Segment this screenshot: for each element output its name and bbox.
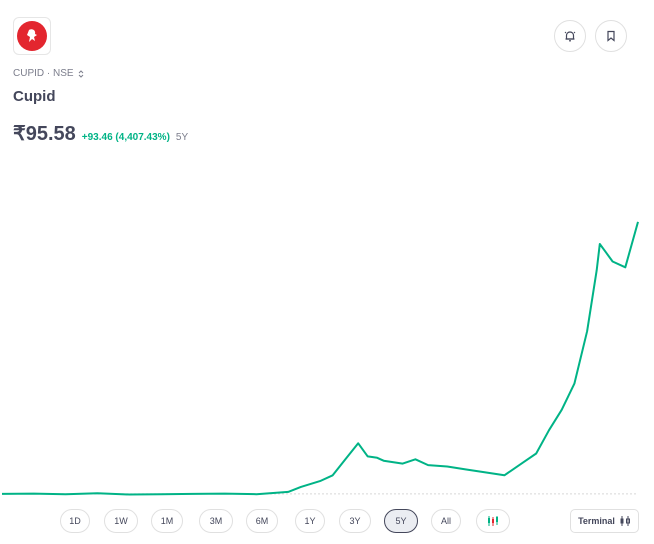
cupid-logo-icon — [17, 21, 47, 51]
chevron-up-down-icon — [78, 69, 83, 78]
price-row: ₹95.58 +93.46 (4,407.43%) 5Y — [13, 121, 188, 146]
stock-logo — [13, 17, 51, 55]
bell-alert-icon — [564, 31, 576, 42]
candlestick-icon — [488, 516, 498, 526]
symbol-exchange-label: CUPID · NSE — [13, 68, 74, 79]
symbol-exchange-switch[interactable]: CUPID · NSE — [13, 68, 85, 79]
change-period: 5Y — [175, 132, 189, 143]
terminal-button[interactable]: Terminal — [570, 509, 639, 533]
terminal-candle-icon — [620, 516, 630, 526]
price-change: +93.46 (4,407.43%) — [81, 132, 170, 143]
range-button-1w[interactable]: 1W — [104, 509, 138, 533]
range-button-3m[interactable]: 3M — [199, 509, 233, 533]
candlestick-chart-button[interactable] — [476, 509, 510, 533]
range-button-5y[interactable]: 5Y — [384, 509, 418, 533]
price-alert-button[interactable] — [554, 20, 586, 52]
range-button-6m[interactable]: 6M — [246, 509, 278, 533]
range-button-1d[interactable]: 1D — [60, 509, 90, 533]
bookmark-icon — [607, 30, 615, 42]
range-button-1y[interactable]: 1Y — [295, 509, 325, 533]
terminal-label: Terminal — [578, 516, 615, 526]
watchlist-bookmark-button[interactable] — [595, 20, 627, 52]
range-button-all[interactable]: All — [431, 509, 461, 533]
price-line — [1, 221, 639, 496]
range-button-1m[interactable]: 1M — [151, 509, 183, 533]
current-price: ₹95.58 — [13, 123, 76, 145]
stock-name: Cupid — [13, 88, 56, 105]
range-button-3y[interactable]: 3Y — [339, 509, 371, 533]
price-chart[interactable] — [0, 180, 654, 500]
